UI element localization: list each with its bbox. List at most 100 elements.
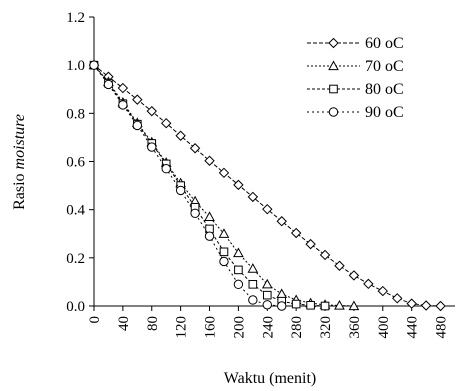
data-point-circle (277, 301, 287, 311)
x-tick-label: 280 (289, 316, 305, 339)
x-tick-label: 0 (87, 316, 103, 324)
legend-item: 80 oC (307, 81, 404, 98)
data-point-circle (118, 100, 128, 110)
legend-label: 70 oC (365, 58, 404, 75)
y-tick-label: 0.8 (66, 106, 85, 122)
data-point-diamond (377, 285, 389, 297)
data-point-circle (175, 185, 186, 196)
data-point-triangle (247, 263, 259, 273)
data-point-diamond (319, 249, 331, 261)
data-point-diamond (420, 300, 432, 311)
legend-marker-square (329, 84, 338, 94)
series-diamond (88, 59, 446, 312)
data-point-diamond (175, 130, 186, 141)
y-ticks: 0.0 0.2 0.4 0.6 0.8 1.0 1.2 (66, 10, 94, 315)
x-tick-label: 360 (347, 316, 363, 339)
legend-marker-triangle (328, 60, 339, 71)
data-point-circle (132, 120, 143, 131)
x-tick-label: 440 (405, 316, 421, 339)
data-point-circle (89, 60, 99, 70)
legend: 60 oC 70 oC 80 oC 90 oC (307, 35, 404, 121)
data-point-triangle (218, 228, 230, 238)
data-point-circle (233, 279, 244, 290)
data-point-square (262, 290, 272, 300)
legend-label: 80 oC (365, 81, 404, 98)
x-ticks: 0 40 80 120 160 200 240 280 320 360 400 440 480 (87, 306, 450, 339)
data-point-square (320, 301, 330, 311)
x-axis-title: Waktu (menit) (224, 370, 316, 387)
x-tick-label: 80 (145, 316, 161, 331)
series-layer (88, 59, 446, 312)
data-point-triangle (261, 278, 273, 289)
y-axis-title-plain: Rasio (11, 169, 28, 209)
data-point-diamond (189, 143, 201, 154)
y-tick-label: 0.2 (66, 251, 85, 267)
data-point-diamond (290, 227, 302, 239)
data-point-square (306, 300, 315, 310)
legend-marker-diamond (328, 37, 339, 49)
series-line (93, 64, 326, 307)
x-tick-label: 120 (174, 316, 190, 339)
y-axis-title-italic: moisture (11, 114, 28, 169)
series-triangle (88, 59, 360, 311)
x-tick-label: 40 (116, 316, 132, 331)
data-point-triangle (334, 299, 345, 310)
data-point-diamond (117, 82, 129, 94)
x-tick-label: 320 (318, 316, 334, 339)
legend-label: 60 oC (365, 35, 404, 52)
data-point-diamond (132, 94, 143, 105)
data-point-circle (204, 231, 215, 241)
y-tick-label: 1.2 (66, 10, 85, 26)
data-point-triangle (348, 300, 360, 311)
data-point-diamond (406, 298, 417, 309)
data-point-square (234, 265, 243, 275)
x-tick-label: 160 (203, 316, 219, 339)
y-tick-label: 0.0 (66, 299, 85, 315)
data-point-diamond (334, 260, 345, 271)
data-point-diamond (435, 300, 446, 312)
y-axis-title: Rasio moisture (11, 114, 28, 210)
data-point-triangle (276, 288, 288, 299)
data-point-circle (103, 79, 114, 90)
data-point-diamond (305, 238, 316, 250)
data-point-circle (248, 295, 258, 305)
data-point-circle (219, 256, 229, 267)
y-tick-label: 0.4 (66, 203, 85, 219)
legend-item: 70 oC (307, 58, 404, 75)
series-line (93, 64, 354, 307)
x-tick-label: 200 (231, 316, 247, 339)
data-point-circle (147, 142, 157, 152)
data-point-triangle (204, 211, 215, 221)
data-point-diamond (146, 105, 157, 117)
data-point-diamond (276, 216, 287, 227)
data-point-circle (161, 164, 171, 174)
data-point-circle (262, 300, 272, 310)
data-point-square (219, 247, 229, 257)
legend-label: 90 oC (365, 104, 404, 121)
data-point-diamond (247, 191, 259, 203)
x-tick-label: 480 (434, 316, 450, 339)
data-point-diamond (204, 155, 215, 166)
data-point-diamond (233, 179, 244, 191)
data-point-triangle (233, 247, 244, 258)
x-tick-label: 400 (376, 316, 392, 339)
legend-marker-circle (328, 107, 339, 117)
series-line (93, 64, 441, 307)
y-tick-label: 1.0 (66, 58, 85, 74)
data-point-diamond (363, 278, 374, 290)
legend-item: 60 oC (307, 35, 404, 52)
series-circle (89, 60, 287, 311)
data-point-diamond (262, 203, 273, 215)
data-point-diamond (392, 293, 403, 304)
data-point-diamond (160, 118, 172, 129)
x-tick-label: 240 (260, 316, 276, 339)
y-tick-label: 0.6 (66, 155, 85, 171)
data-point-diamond (218, 167, 230, 179)
series-square (89, 60, 330, 311)
data-point-square (248, 280, 258, 289)
data-point-diamond (348, 270, 360, 281)
legend-item: 90 oC (307, 104, 404, 121)
data-point-circle (190, 208, 200, 218)
data-point-square (291, 299, 301, 309)
